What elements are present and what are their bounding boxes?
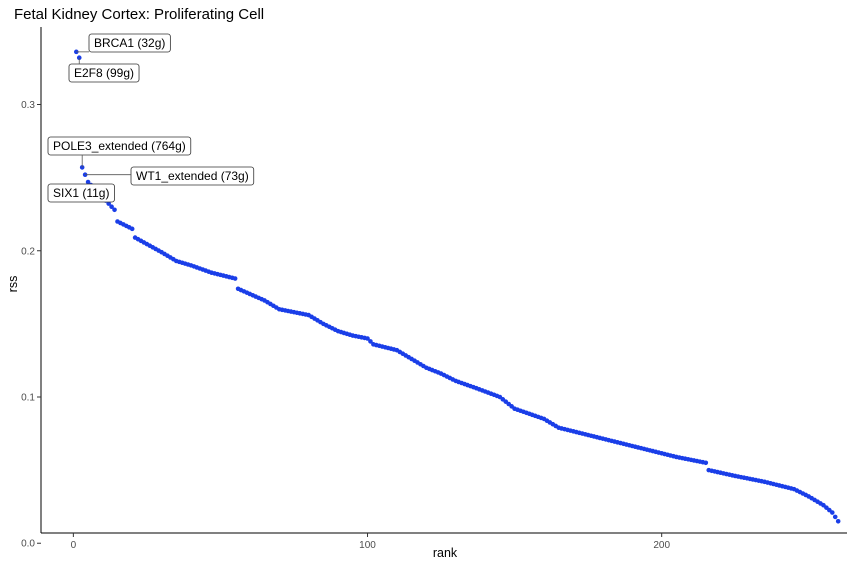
data-point bbox=[85, 179, 91, 185]
annotation-text: WT1_extended (73g) bbox=[136, 169, 249, 183]
data-point bbox=[232, 276, 238, 281]
data-point bbox=[106, 201, 111, 206]
annotation-box bbox=[47, 136, 192, 156]
data-points bbox=[74, 49, 841, 524]
y-tick-label: 0.0 bbox=[21, 539, 35, 550]
data-point bbox=[835, 519, 841, 524]
annotation-box bbox=[47, 183, 115, 203]
chart-title: Fetal Kidney Cortex: Proliferating Cell bbox=[14, 6, 264, 23]
data-point bbox=[112, 207, 117, 213]
data-point bbox=[368, 339, 373, 344]
annotation-text: E2F8 (99g) bbox=[74, 66, 134, 80]
x-axis-title: rank bbox=[433, 546, 458, 560]
annotation-label: E2F8 (99g) bbox=[68, 57, 140, 83]
data-point bbox=[109, 204, 114, 210]
y-tick-label: 0.1 bbox=[21, 392, 35, 403]
data-point bbox=[129, 226, 135, 232]
data-point bbox=[832, 514, 838, 520]
y-tick-label: 0.3 bbox=[21, 100, 35, 111]
annotation-box bbox=[68, 63, 140, 83]
y-axis-title: rss bbox=[6, 276, 20, 293]
data-point bbox=[82, 172, 88, 178]
data-point bbox=[829, 510, 835, 515]
axes: 0 100 200 0.0 0.1 0.2 0.3 bbox=[21, 27, 847, 551]
x-tick-label: 100 bbox=[359, 540, 376, 551]
annotation-label: SIX1 (11g) bbox=[47, 183, 115, 203]
data-point bbox=[365, 336, 370, 341]
annotation-text: BRCA1 (32g) bbox=[94, 36, 165, 50]
x-tick-label: 200 bbox=[653, 540, 670, 551]
annotation-label: POLE3_extended (764g) bbox=[47, 136, 192, 168]
annotation-text: POLE3_extended (764g) bbox=[53, 139, 186, 153]
data-point bbox=[703, 460, 709, 466]
annotations: BRCA1 (32g) E2F8 (99g) POLE3_extended (764… bbox=[47, 33, 255, 203]
annotation-label: WT1_extended (73g) bbox=[85, 166, 255, 186]
annotation-box bbox=[130, 166, 255, 186]
data-point bbox=[76, 55, 82, 61]
x-tick-label: 0 bbox=[71, 540, 77, 551]
annotation-text: SIX1 (11g) bbox=[53, 186, 109, 200]
annotation-box bbox=[88, 33, 171, 53]
y-tick-label: 0.2 bbox=[21, 246, 35, 257]
annotation-label: BRCA1 (32g) bbox=[76, 33, 171, 53]
